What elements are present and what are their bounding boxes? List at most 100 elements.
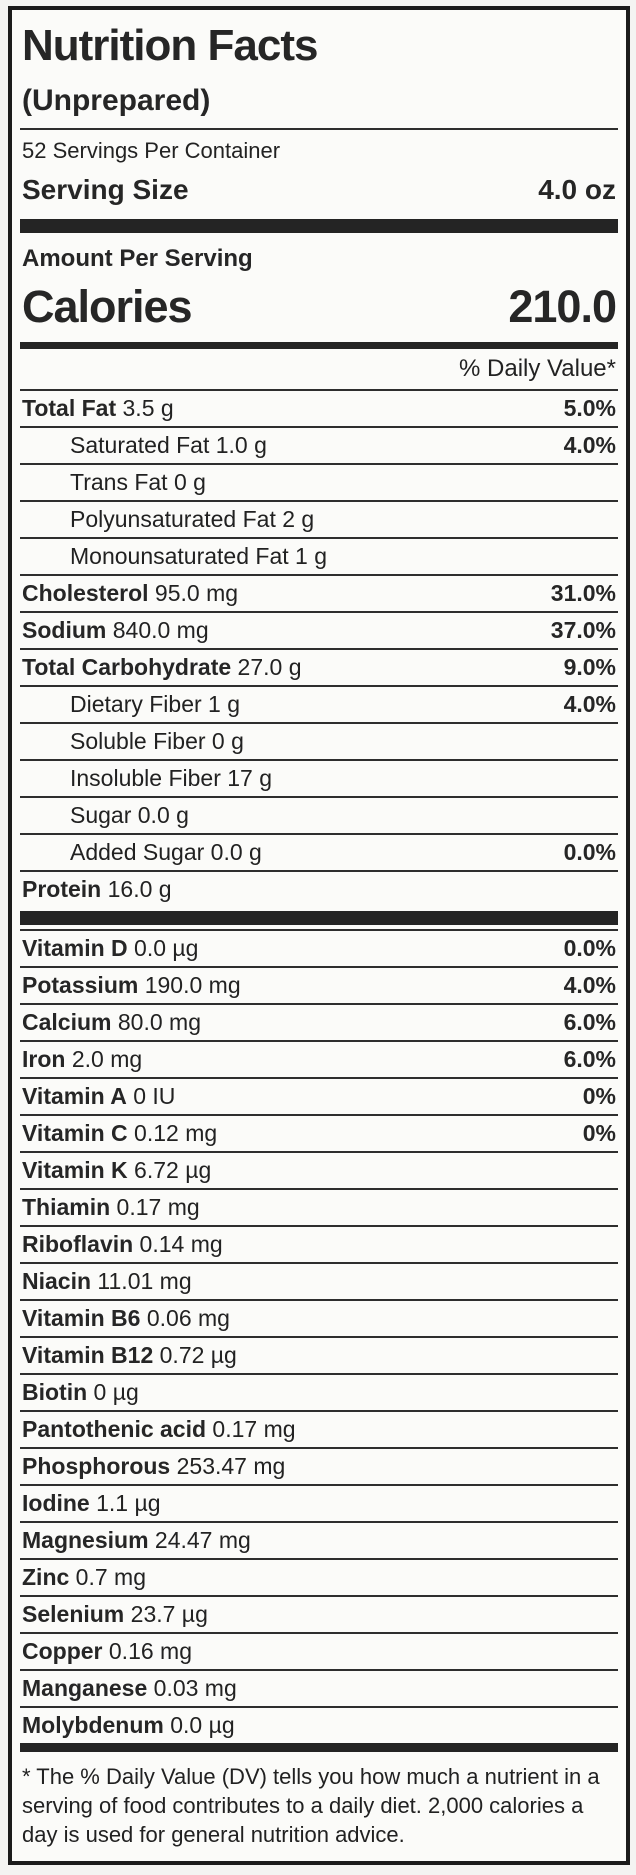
nutrient-row: Thiamin 0.17 mg	[20, 1188, 618, 1225]
nutrient-name: Copper	[22, 1638, 103, 1664]
nutrient-name: Total Fat	[22, 395, 117, 421]
nutrient-row: Calcium 80.0 mg 6.0%	[20, 1003, 618, 1040]
nutrient-row: Potassium 190.0 mg 4.0%	[20, 966, 618, 1003]
nutrient-row: Sugar 0.0 g	[20, 796, 618, 833]
nutrient-daily-value: 4.0%	[563, 432, 616, 458]
nutrient-name-amount: Riboflavin 0.14 mg	[22, 1231, 223, 1257]
nutrient-daily-value: 0%	[582, 1083, 616, 1109]
nutrient-row: Pantothenic acid 0.17 mg	[20, 1410, 618, 1447]
calories-row: Calories 210.0	[20, 276, 618, 342]
nutrient-name-amount: Total Carbohydrate 27.0 g	[22, 654, 302, 680]
nutrient-amount: 1 g	[288, 543, 328, 569]
nutrient-name: Sodium	[22, 617, 107, 643]
nutrient-name: Thiamin	[22, 1194, 111, 1220]
servings-per-container: 52 Servings Per Container	[22, 138, 281, 163]
nutrient-name: Vitamin D	[22, 935, 128, 961]
micronutrient-list: Vitamin D 0.0 µg 0.0% Potassium 190.0 mg 4.…	[20, 929, 618, 1743]
section-bar-bottom	[20, 1743, 618, 1752]
nutrient-row: Protein 16.0 g	[20, 870, 618, 907]
nutrient-name: Manganese	[22, 1675, 148, 1701]
nutrient-name: Riboflavin	[22, 1231, 134, 1257]
nutrient-amount: 1 g	[201, 691, 241, 717]
nutrient-amount: 190.0 mg	[138, 972, 241, 998]
nutrient-name-amount: Manganese 0.03 mg	[22, 1675, 237, 1701]
nutrient-name: Vitamin C	[22, 1120, 128, 1146]
section-bar-middle	[20, 911, 618, 925]
nutrient-row: Phosphorous 253.47 mg	[20, 1447, 618, 1484]
nutrient-name: Saturated Fat	[70, 432, 210, 458]
nutrient-amount: 95.0 mg	[148, 580, 239, 606]
nutrient-name-amount: Added Sugar 0.0 g	[70, 839, 262, 865]
nutrient-row: Total Carbohydrate 27.0 g 9.0%	[20, 648, 618, 685]
nutrient-amount: 0 g	[205, 728, 244, 754]
nutrient-name: Polyunsaturated Fat	[70, 506, 276, 532]
nutrient-name: Iodine	[22, 1490, 90, 1516]
nutrient-amount: 23.7 µg	[124, 1601, 208, 1627]
nutrient-name: Niacin	[22, 1268, 92, 1294]
nutrient-amount: 11.01 mg	[91, 1268, 192, 1294]
label-title: Nutrition Facts	[22, 21, 318, 70]
nutrient-row: Dietary Fiber 1 g 4.0%	[20, 685, 618, 722]
nutrient-name: Cholesterol	[22, 580, 149, 606]
nutrient-row: Iodine 1.1 µg	[20, 1484, 618, 1521]
nutrient-name: Molybdenum	[22, 1712, 164, 1738]
nutrient-name: Trans Fat	[70, 469, 168, 495]
nutrient-row: Vitamin D 0.0 µg 0.0%	[20, 929, 618, 966]
serving-size-label: Serving Size	[22, 174, 189, 205]
nutrient-amount: 0.03 mg	[147, 1675, 237, 1701]
section-bar-top	[20, 219, 618, 233]
nutrient-name: Sugar	[70, 802, 132, 828]
nutrient-amount: 0 g	[167, 469, 206, 495]
nutrient-row: Vitamin K 6.72 µg	[20, 1151, 618, 1188]
nutrient-name-amount: Cholesterol 95.0 mg	[22, 580, 238, 606]
nutrient-name: Pantothenic acid	[22, 1416, 207, 1442]
daily-value-header: % Daily Value*	[459, 355, 616, 382]
nutrient-name-amount: Potassium 190.0 mg	[22, 972, 241, 998]
nutrient-name-amount: Monounsaturated Fat 1 g	[70, 543, 327, 569]
nutrient-row: Monounsaturated Fat 1 g	[20, 537, 618, 574]
nutrient-name-amount: Calcium 80.0 mg	[22, 1009, 201, 1035]
nutrient-row: Added Sugar 0.0 g 0.0%	[20, 833, 618, 870]
nutrient-amount: 0.0 µg	[163, 1712, 235, 1738]
nutrient-name-amount: Niacin 11.01 mg	[22, 1268, 192, 1294]
nutrient-amount: 0.17 mg	[110, 1194, 200, 1220]
nutrient-row: Iron 2.0 mg 6.0%	[20, 1040, 618, 1077]
nutrient-amount: 0 IU	[126, 1083, 176, 1109]
nutrient-name-amount: Vitamin B6 0.06 mg	[22, 1305, 230, 1331]
nutrient-amount: 80.0 mg	[111, 1009, 201, 1035]
nutrient-name: Vitamin K	[22, 1157, 128, 1183]
nutrient-name-amount: Thiamin 0.17 mg	[22, 1194, 200, 1220]
nutrient-name-amount: Vitamin D 0.0 µg	[22, 935, 198, 961]
nutrient-name: Monounsaturated Fat	[70, 543, 289, 569]
nutrient-amount: 0.7 mg	[69, 1564, 146, 1590]
nutrient-amount: 0.0 g	[204, 839, 262, 865]
nutrient-name-amount: Soluble Fiber 0 g	[70, 728, 244, 754]
nutrient-name: Vitamin B12	[22, 1342, 154, 1368]
nutrient-amount: 2 g	[275, 506, 315, 532]
serving-size-value: 4.0 oz	[538, 174, 616, 205]
nutrient-name-amount: Total Fat 3.5 g	[22, 395, 174, 421]
nutrient-amount: 0.12 mg	[127, 1120, 218, 1146]
nutrient-name-amount: Zinc 0.7 mg	[22, 1564, 146, 1590]
footnote: * The % Daily Value (DV) tells you how m…	[22, 1764, 600, 1847]
nutrient-name-amount: Saturated Fat 1.0 g	[70, 432, 267, 458]
nutrient-name-amount: Insoluble Fiber 17 g	[70, 765, 272, 791]
nutrient-name-amount: Iodine 1.1 µg	[22, 1490, 161, 1516]
amount-per-serving-label: Amount Per Serving	[22, 245, 253, 272]
nutrient-name: Zinc	[22, 1564, 70, 1590]
nutrient-row: Biotin 0 µg	[20, 1373, 618, 1410]
nutrient-amount: 1.1 µg	[89, 1490, 161, 1516]
nutrient-row: Total Fat 3.5 g 5.0%	[20, 389, 618, 426]
nutrient-name: Potassium	[22, 972, 139, 998]
nutrient-row: Zinc 0.7 mg	[20, 1558, 618, 1595]
nutrient-amount: 0.17 mg	[206, 1416, 296, 1442]
nutrient-row: Cholesterol 95.0 mg 31.0%	[20, 574, 618, 611]
nutrient-row: Vitamin B6 0.06 mg	[20, 1299, 618, 1336]
nutrient-name: Phosphorous	[22, 1453, 171, 1479]
calories-value: 210.0	[508, 281, 617, 332]
nutrient-daily-value: 5.0%	[563, 395, 616, 421]
nutrient-row: Niacin 11.01 mg	[20, 1262, 618, 1299]
nutrient-amount: 16.0 g	[101, 876, 172, 902]
nutrient-name-amount: Magnesium 24.47 mg	[22, 1527, 251, 1553]
